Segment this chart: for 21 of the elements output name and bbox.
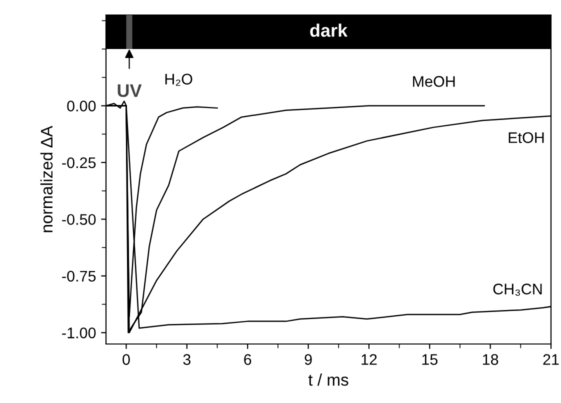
series-label: H₂O (165, 74, 192, 86)
y-tick-label: -0.25 (62, 157, 96, 168)
x-tick-label: 0 (122, 354, 130, 365)
x-tick-label: 6 (244, 354, 252, 365)
x-tick-label: 9 (304, 354, 312, 365)
y-tick-label: -0.50 (62, 214, 96, 225)
y-tick-label: 0.00 (67, 100, 96, 112)
x-tick-label: 15 (422, 354, 438, 365)
x-tick-label: 3 (183, 354, 190, 365)
y-axis-title: normalized ΔA (40, 126, 53, 232)
x-tick-label: 18 (482, 354, 498, 365)
series-label: EtOH (508, 132, 544, 144)
band-label: dark (310, 24, 348, 37)
series-label: CH₃CN (493, 284, 542, 296)
y-tick-label: -0.75 (62, 270, 96, 282)
series-label: MeOH (413, 76, 455, 87)
x-axis-title: t / ms (308, 374, 348, 386)
annotation: UV (118, 84, 142, 97)
x-tick-label: 12 (362, 354, 377, 365)
y-tick-label: -1.00 (62, 328, 96, 338)
x-tick-label: 21 (543, 354, 559, 365)
